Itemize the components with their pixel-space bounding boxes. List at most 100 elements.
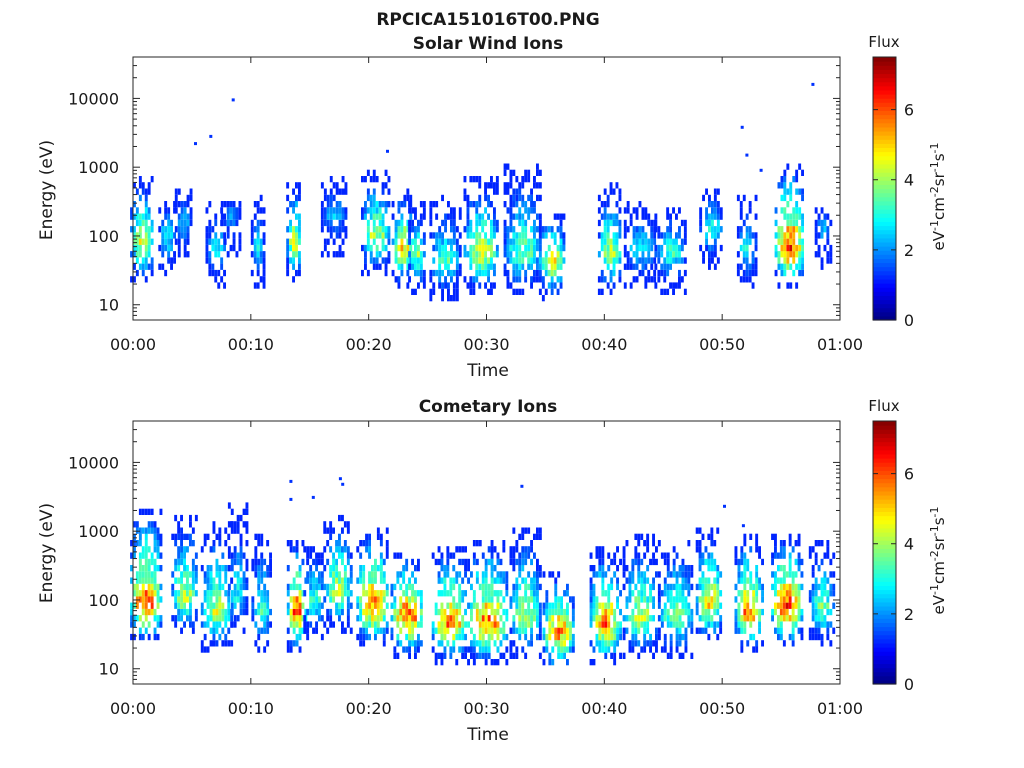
heatmap-cell — [737, 590, 741, 597]
heatmap-cell — [153, 590, 157, 597]
heatmap-cell — [484, 596, 488, 603]
heatmap-cell — [752, 602, 756, 609]
heatmap-cell — [144, 238, 148, 245]
heatmap-cell — [737, 615, 741, 622]
heatmap-cell — [637, 558, 641, 566]
heatmap-cell — [266, 565, 270, 572]
heatmap-cell — [783, 169, 787, 176]
heatmap-cell — [487, 646, 491, 653]
heatmap-cell — [403, 257, 407, 264]
heatmap-cell — [524, 608, 528, 616]
heatmap-cell — [490, 226, 493, 233]
heatmap-cell — [808, 633, 812, 641]
heatmap-cell — [170, 263, 173, 270]
heatmap-cell — [206, 577, 210, 584]
heatmap-cell — [417, 269, 420, 277]
heatmap-cell — [368, 540, 371, 547]
colorbar-swatch — [873, 544, 896, 549]
heatmap-cell — [506, 207, 510, 214]
heatmap-cell — [589, 577, 593, 584]
heatmap-cell — [298, 232, 301, 239]
heatmap-cell — [785, 571, 789, 578]
heatmap-cell — [329, 201, 333, 208]
heatmap-cell — [487, 583, 491, 591]
heatmap-cell — [538, 583, 542, 591]
heatmap-cell — [177, 251, 181, 258]
heatmap-cell — [371, 583, 374, 591]
heatmap-cell — [530, 577, 533, 584]
heatmap-cell — [530, 201, 533, 208]
heatmap-cell — [224, 565, 228, 572]
heatmap-cell — [566, 583, 569, 591]
heatmap-cell — [227, 502, 231, 509]
colorbar-swatch — [873, 552, 896, 558]
heatmap-cell — [133, 583, 136, 591]
heatmap-cell — [708, 213, 711, 220]
heatmap-cell — [782, 583, 786, 591]
heatmap-cell — [212, 633, 216, 641]
heatmap-cell — [399, 571, 403, 578]
heatmap-cell — [211, 263, 215, 270]
heatmap-cell — [150, 263, 154, 270]
heatmap-cell — [349, 590, 353, 597]
heatmap-cell — [239, 558, 243, 566]
heatmap-cell — [376, 565, 380, 572]
heatmap-cell — [780, 251, 784, 258]
heatmap-cell — [295, 269, 298, 277]
heatmap-cell — [362, 633, 366, 641]
heatmap-cell — [318, 596, 321, 603]
heatmap-cell — [545, 615, 549, 622]
heatmap-cell — [681, 602, 685, 609]
heatmap-cell — [372, 176, 376, 183]
colorbar-swatch — [873, 200, 896, 206]
heatmap-cell — [368, 602, 371, 609]
heatmap-cell — [374, 627, 377, 634]
heatmap-cell — [245, 540, 249, 547]
heatmap-cell — [478, 219, 482, 227]
heatmap-cell — [440, 565, 444, 572]
heatmap-cell — [823, 602, 827, 609]
heatmap-cell — [774, 571, 777, 578]
heatmap-cell — [326, 238, 330, 245]
heatmap-cell — [628, 583, 632, 591]
heatmap-cell — [626, 201, 630, 208]
heatmap-cell — [212, 577, 216, 584]
heatmap-cell — [612, 282, 616, 289]
heatmap-cell — [335, 201, 339, 208]
heatmap-cell — [637, 640, 641, 647]
heatmap-cell — [600, 238, 604, 245]
heatmap-cell — [481, 608, 485, 616]
heatmap-cell — [701, 571, 705, 578]
heatmap-cell — [320, 201, 324, 208]
heatmap-cell — [315, 602, 318, 609]
heatmap-cell — [484, 232, 487, 239]
heatmap-cell — [226, 213, 230, 220]
heatmap-cell — [746, 615, 750, 622]
heatmap-cell — [597, 232, 601, 239]
heatmap-cell — [641, 251, 645, 258]
heatmap-cell — [788, 633, 792, 641]
heatmap-cell — [469, 219, 473, 227]
heatmap-cell — [245, 558, 249, 566]
heatmap-cell — [826, 226, 830, 233]
heatmap-cell — [777, 257, 781, 264]
heatmap-cell — [600, 201, 604, 208]
heatmap-cell — [643, 571, 647, 578]
heatmap-cell — [794, 558, 798, 566]
x-tick-label: 00:20 — [346, 335, 392, 354]
heatmap-cell — [533, 251, 536, 258]
heatmap-cell — [499, 640, 503, 647]
colorbar-swatch — [873, 667, 896, 673]
heatmap-cell — [215, 627, 219, 634]
heatmap-cell — [719, 244, 723, 252]
heatmap-cell — [598, 602, 602, 609]
heatmap-cell — [298, 269, 301, 277]
heatmap-cell — [411, 207, 414, 214]
heatmap-cell — [292, 251, 295, 258]
heatmap-cell — [653, 276, 657, 283]
heatmap-cell — [170, 238, 173, 245]
heatmap-cell — [524, 621, 528, 628]
heatmap-cell — [515, 257, 519, 264]
heatmap-cell — [559, 244, 563, 252]
heatmap-cell — [144, 276, 148, 283]
